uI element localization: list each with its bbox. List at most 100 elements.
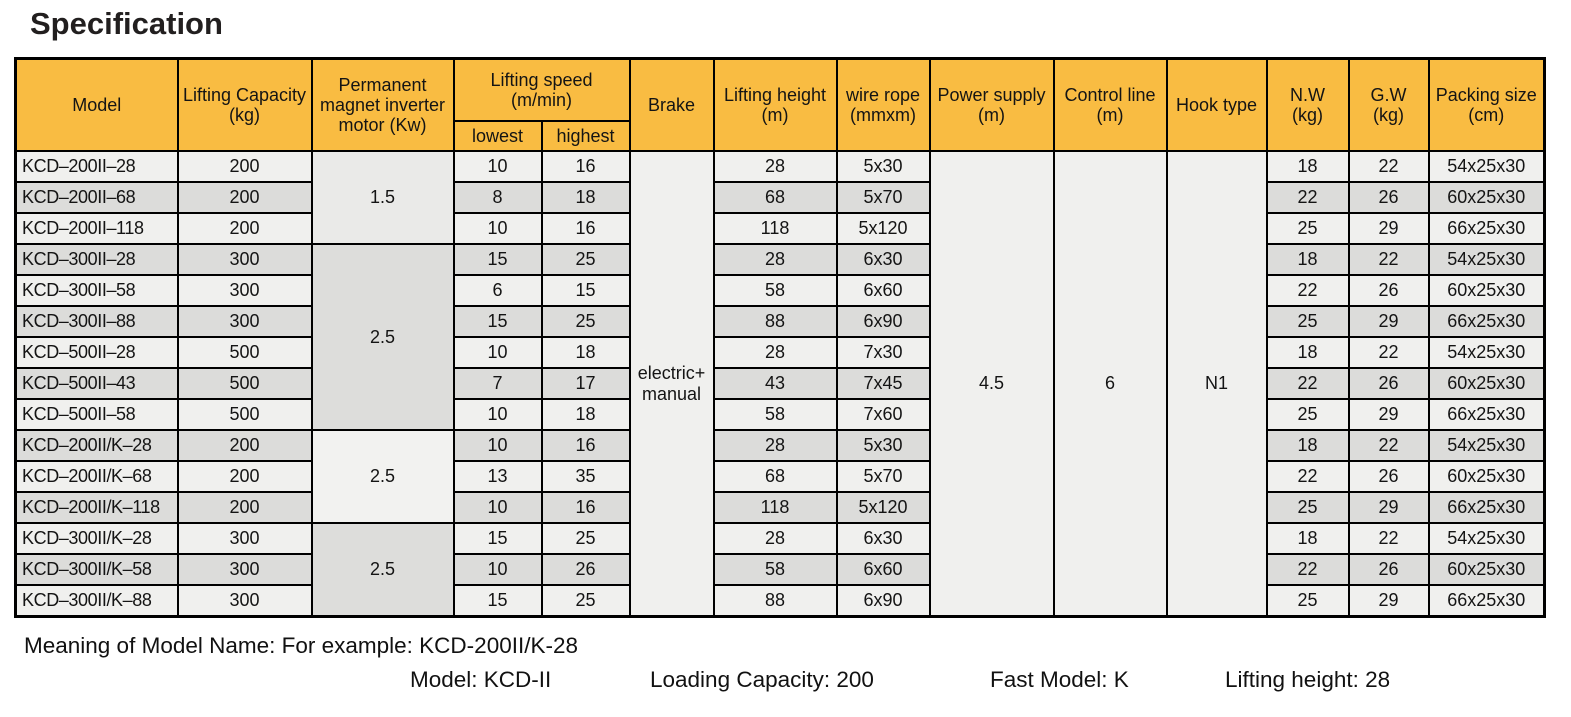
table-row: KCD–200II/K–118 200 10 16 118 5x120 25 29 66x25x… <box>14 491 1546 524</box>
nw-cell: 22 <box>1265 553 1350 586</box>
nw-cell: 22 <box>1265 460 1350 493</box>
nw-cell: 25 <box>1265 398 1350 431</box>
wire-rope-cell: 5x120 <box>835 491 931 524</box>
speed-highest-cell: 16 <box>540 212 631 245</box>
table-row: KCD–500II–28 500 10 18 28 7x30 18 22 54x25x30 <box>14 336 1546 369</box>
capacity-cell: 300 <box>176 522 313 555</box>
breakdown-model: Model: KCD-II <box>410 667 552 692</box>
column-header-power-supply: Power supply (m) <box>928 57 1055 152</box>
nw-cell: 18 <box>1265 429 1350 462</box>
column-header-lifting-capacity: Lifting Capacity (kg) <box>176 57 313 152</box>
model-cell: KCD–200II/K–28 <box>14 429 179 462</box>
speed-lowest-cell: 6 <box>452 274 543 307</box>
lifting-height-cell: 28 <box>712 150 838 183</box>
speed-highest-cell: 25 <box>540 305 631 338</box>
column-header-lifting-height: Lifting height (m) <box>712 57 838 152</box>
wire-rope-cell: 6x30 <box>835 522 931 555</box>
packing-size-cell: 54x25x30 <box>1427 336 1546 369</box>
gw-cell: 26 <box>1347 460 1430 493</box>
capacity-cell: 500 <box>176 367 313 400</box>
speed-highest-cell: 18 <box>540 336 631 369</box>
lifting-height-cell: 28 <box>712 243 838 276</box>
packing-size-cell: 60x25x30 <box>1427 181 1546 214</box>
gw-cell: 29 <box>1347 491 1430 524</box>
nw-cell: 25 <box>1265 212 1350 245</box>
nw-cell: 25 <box>1265 305 1350 338</box>
packing-size-cell: 66x25x30 <box>1427 212 1546 245</box>
table-row: KCD–200II–28 200 1.5 10 16 electric+ manual 28… <box>14 150 1546 618</box>
speed-lowest-cell: 7 <box>452 367 543 400</box>
speed-highest-cell: 18 <box>540 181 631 214</box>
breakdown-fast-model: Fast Model: K <box>990 667 1129 692</box>
table-row: KCD–500II–43 500 7 17 43 7x45 22 26 60x25x30 <box>14 367 1546 400</box>
lifting-height-cell: 43 <box>712 367 838 400</box>
capacity-cell: 200 <box>176 429 313 462</box>
model-cell: KCD–300II–88 <box>14 305 179 338</box>
page-title: Specification <box>30 6 223 41</box>
gw-cell: 22 <box>1347 522 1430 555</box>
speed-highest-cell: 16 <box>540 150 631 183</box>
specification-table: Model Lifting Capacity (kg) Permanent ma… <box>14 57 1547 618</box>
nw-cell: 25 <box>1265 584 1350 618</box>
gw-cell: 29 <box>1347 398 1430 431</box>
lifting-height-cell: 28 <box>712 429 838 462</box>
speed-highest-cell: 25 <box>540 522 631 555</box>
packing-size-cell: 54x25x30 <box>1427 522 1546 555</box>
gw-cell: 22 <box>1347 243 1430 276</box>
table-body: KCD–200II–28 200 1.5 10 16 electric+ manual 28… <box>14 150 1546 618</box>
breakdown-lifting-height: Lifting height: 28 <box>1225 667 1391 692</box>
wire-rope-cell: 6x90 <box>835 305 931 338</box>
hook-type-cell: N1 <box>1165 150 1268 618</box>
speed-lowest-cell: 15 <box>452 584 543 618</box>
lifting-height-cell: 118 <box>712 212 838 245</box>
packing-size-cell: 60x25x30 <box>1427 460 1546 493</box>
nw-cell: 22 <box>1265 367 1350 400</box>
wire-rope-cell: 5x30 <box>835 150 931 183</box>
wire-rope-cell: 5x70 <box>835 460 931 493</box>
column-header-motor: Permanent magnet inverter motor (Kw) <box>310 57 455 152</box>
gw-cell: 22 <box>1347 429 1430 462</box>
lifting-height-cell: 88 <box>712 584 838 618</box>
speed-lowest-cell: 13 <box>452 460 543 493</box>
packing-size-cell: 54x25x30 <box>1427 429 1546 462</box>
model-cell: KCD–200II/K–68 <box>14 460 179 493</box>
speed-highest-cell: 17 <box>540 367 631 400</box>
capacity-cell: 300 <box>176 274 313 307</box>
lifting-height-cell: 28 <box>712 522 838 555</box>
model-cell: KCD–500II–43 <box>14 367 179 400</box>
lifting-height-cell: 58 <box>712 398 838 431</box>
model-cell: KCD–200II/K–118 <box>14 491 179 524</box>
lifting-height-cell: 88 <box>712 305 838 338</box>
header-row-sub: lowest highest <box>16 120 1545 152</box>
speed-lowest-cell: 15 <box>452 243 543 276</box>
packing-size-cell: 60x25x30 <box>1427 553 1546 586</box>
table-header: Model Lifting Capacity (kg) Permanent ma… <box>14 57 1546 152</box>
column-header-speed-lowest: lowest <box>452 120 543 152</box>
gw-cell: 22 <box>1347 150 1430 183</box>
wire-rope-cell: 5x120 <box>835 212 931 245</box>
model-cell: KCD–500II–28 <box>14 336 179 369</box>
gw-cell: 29 <box>1347 212 1430 245</box>
column-header-speed-highest: highest <box>540 120 631 152</box>
wire-rope-cell: 6x30 <box>835 243 931 276</box>
speed-highest-cell: 25 <box>540 243 631 276</box>
lifting-height-cell: 58 <box>712 274 838 307</box>
lifting-height-cell: 58 <box>712 553 838 586</box>
brake-cell: electric+ manual <box>628 150 715 618</box>
speed-lowest-cell: 10 <box>452 429 543 462</box>
nw-cell: 18 <box>1265 336 1350 369</box>
breakdown-loading-capacity: Loading Capacity: 200 <box>650 667 874 692</box>
table-row: KCD–300II–58 300 6 15 58 6x60 22 26 60x25x30 <box>14 274 1546 307</box>
table-row: KCD–300II/K–88 300 15 25 88 6x90 25 29 66x25x30 <box>14 584 1546 618</box>
packing-size-cell: 66x25x30 <box>1427 305 1546 338</box>
table-row: KCD–300II–88 300 15 25 88 6x90 25 29 66x25x30 <box>14 305 1546 338</box>
column-header-hook-type: Hook type <box>1165 57 1268 152</box>
nw-cell: 25 <box>1265 491 1350 524</box>
gw-cell: 26 <box>1347 553 1430 586</box>
wire-rope-cell: 6x90 <box>835 584 931 618</box>
capacity-cell: 300 <box>176 305 313 338</box>
model-cell: KCD–300II/K–28 <box>14 522 179 555</box>
nw-cell: 18 <box>1265 522 1350 555</box>
model-cell: KCD–200II–118 <box>14 212 179 245</box>
power-supply-cell: 4.5 <box>928 150 1055 618</box>
